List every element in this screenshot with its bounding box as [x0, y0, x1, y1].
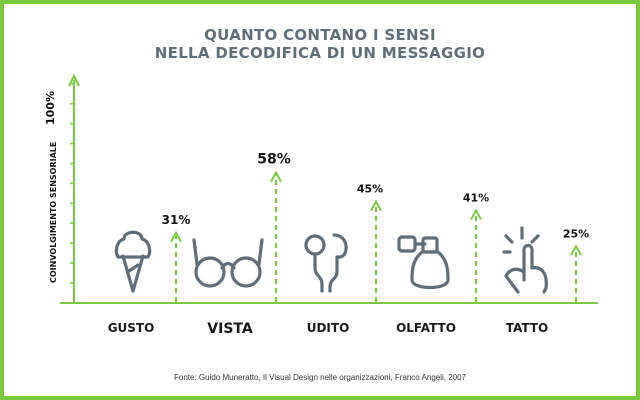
y-axis-arrow-icon [68, 73, 80, 87]
y-axis-title: COINVOLGIMENTO SENSORIALE [49, 142, 58, 283]
category-label-olfatto: OLFATTO [396, 321, 456, 335]
bar-arrow-icon [370, 199, 382, 212]
source-note: Fonte: Guido Muneratto, Il Visual Design… [173, 373, 467, 382]
y-axis-max-label: 100% [44, 91, 57, 125]
bar-arrow-icon [270, 170, 282, 183]
earphones-icon [304, 233, 348, 293]
value-label-gusto: 31% [162, 213, 191, 227]
chart-title-line-1: QUANTO CONTANO I SENSI [204, 26, 436, 44]
category-label-vista: VISTA [207, 321, 253, 337]
category-label-tatto: TATTO [506, 321, 548, 335]
value-label-udito: 45% [357, 183, 383, 196]
glasses-icon [192, 238, 264, 288]
ice-cream-icon [114, 230, 152, 293]
bar-arrow-icon [170, 230, 182, 243]
perfume-icon [397, 235, 450, 290]
value-label-vista: 58% [257, 152, 291, 168]
category-label-gusto: GUSTO [108, 321, 155, 335]
category-label-udito: UDITO [307, 321, 350, 335]
value-label-tatto: 25% [563, 227, 589, 240]
chart-title-line-2: NELLA DECODIFICA DI UN MESSAGGIO [154, 44, 486, 62]
value-label-olfatto: 41% [463, 192, 489, 205]
y-axis-ticks [70, 83, 74, 284]
bar-arrow-icon [470, 208, 482, 221]
bar-arrow-icon [570, 244, 582, 256]
touch-icon [502, 226, 548, 294]
